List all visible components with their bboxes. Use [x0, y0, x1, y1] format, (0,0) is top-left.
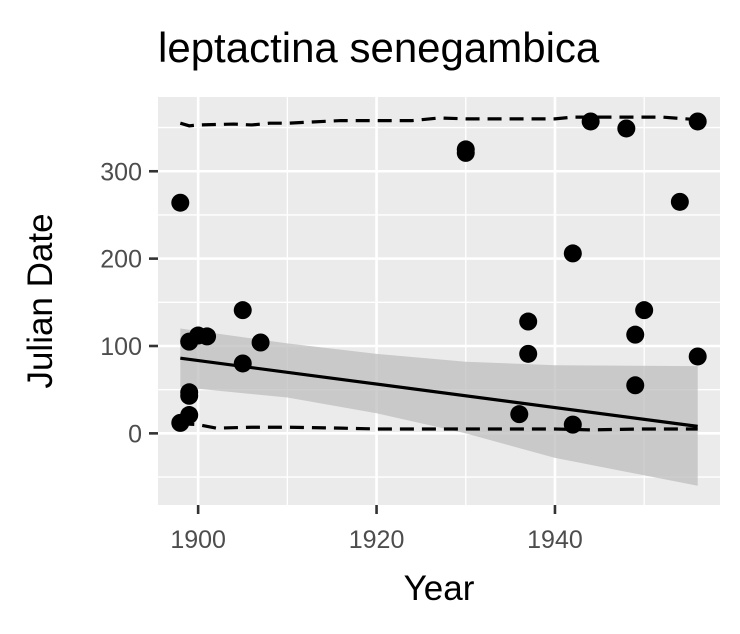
chart-title: leptactina senegambica — [158, 24, 600, 71]
x-axis-title: Year — [404, 569, 475, 608]
data-point — [626, 376, 645, 395]
data-point — [635, 301, 654, 320]
trend-line — [180, 356, 698, 428]
data-point — [617, 119, 636, 138]
data-point — [180, 406, 199, 425]
y-axis: 0 100 200 300 — [100, 158, 158, 448]
data-point — [198, 327, 217, 346]
x-tick-label: 1900 — [170, 526, 226, 554]
data-point — [563, 244, 582, 263]
data-point — [581, 112, 600, 131]
y-tick-label: 0 — [128, 420, 142, 448]
data-point — [563, 415, 582, 434]
lower-quantile-line — [180, 422, 698, 432]
data-point — [180, 386, 199, 405]
y-tick-label: 200 — [100, 246, 142, 274]
data-point — [626, 325, 645, 344]
data-point — [688, 112, 707, 131]
data-point — [233, 301, 252, 320]
data-point — [519, 312, 538, 331]
x-axis: 1900 1920 1940 — [170, 505, 583, 554]
grid-minor — [158, 97, 720, 505]
x-tick-label: 1920 — [349, 526, 405, 554]
y-tick-label: 300 — [100, 158, 142, 186]
data-point — [519, 344, 538, 363]
y-axis-title: Julian Date — [21, 213, 60, 388]
data-point — [456, 143, 475, 162]
x-tick-label: 1940 — [527, 526, 583, 554]
data-point — [171, 193, 190, 212]
data-point — [251, 333, 270, 352]
data-point — [670, 192, 689, 211]
data-point — [688, 347, 707, 366]
data-point — [233, 354, 252, 373]
data-point — [510, 405, 529, 424]
y-tick-label: 100 — [100, 333, 142, 361]
data-points — [171, 112, 707, 434]
confidence-band — [180, 328, 698, 486]
